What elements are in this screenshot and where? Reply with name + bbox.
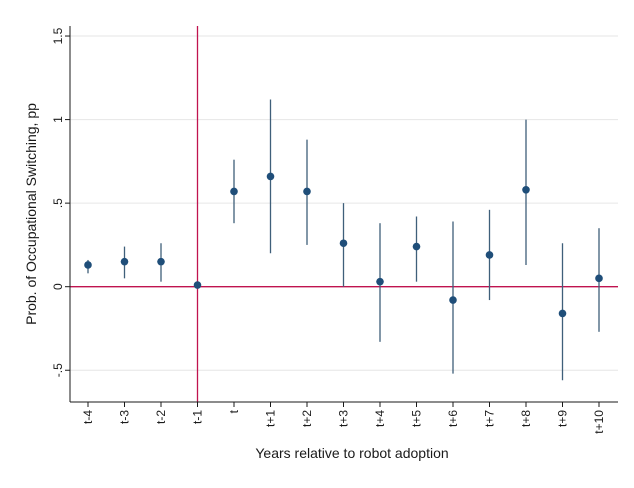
x-tick-label: t+4 <box>373 410 387 427</box>
x-tick-label: t+5 <box>410 410 424 427</box>
estimate-point <box>339 239 348 248</box>
x-tick-label: t+1 <box>264 410 278 427</box>
estimate-point <box>558 309 567 318</box>
y-tick-label: 1 <box>51 116 65 123</box>
x-axis-title: Years relative to robot adoption <box>255 445 448 461</box>
y-tick-labels: -.5 0 .5 1 1.5 <box>51 27 65 377</box>
point-estimates <box>84 172 603 318</box>
y-tick-label: -.5 <box>51 363 65 377</box>
x-tick-label: t-2 <box>154 410 168 424</box>
x-tick-label: t-1 <box>191 410 205 424</box>
x-tick-label: t+8 <box>519 410 533 427</box>
estimate-point <box>84 261 92 269</box>
x-tick-label: t <box>227 409 241 413</box>
x-tick-labels: t-4 t-3 t-2 t-1 t t+1 t+2 t+3 t+4 t+5 t+6 t+7 t+8 t+9… <box>81 409 606 433</box>
estimate-point <box>157 257 165 266</box>
estimate-point <box>230 187 238 196</box>
x-tick-label: t+10 <box>592 410 606 434</box>
y-axis-title: Prob. of Occupational Switching, pp <box>23 103 39 325</box>
estimate-point <box>522 185 530 194</box>
x-tick-label: t+6 <box>446 410 460 427</box>
estimate-point <box>412 242 421 251</box>
x-tick-label: t+7 <box>483 410 497 427</box>
x-tick-label: t-3 <box>118 410 132 424</box>
estimate-point <box>266 172 275 181</box>
x-tick-label: t-4 <box>81 410 95 424</box>
y-tick-label: 0 <box>51 283 65 290</box>
estimate-point <box>595 274 603 283</box>
x-tick-label: t+2 <box>300 410 314 427</box>
estimate-point <box>376 277 384 286</box>
estimate-point <box>303 187 311 196</box>
estimate-point <box>485 251 494 259</box>
x-tick-label: t+9 <box>556 410 570 427</box>
x-tick-label: t+3 <box>337 410 351 427</box>
estimate-point <box>120 257 129 266</box>
estimate-point <box>449 296 457 304</box>
y-tick-label: .5 <box>51 198 65 208</box>
y-tick-label: 1.5 <box>51 27 65 44</box>
estimate-point <box>193 281 202 289</box>
axes <box>65 26 618 407</box>
